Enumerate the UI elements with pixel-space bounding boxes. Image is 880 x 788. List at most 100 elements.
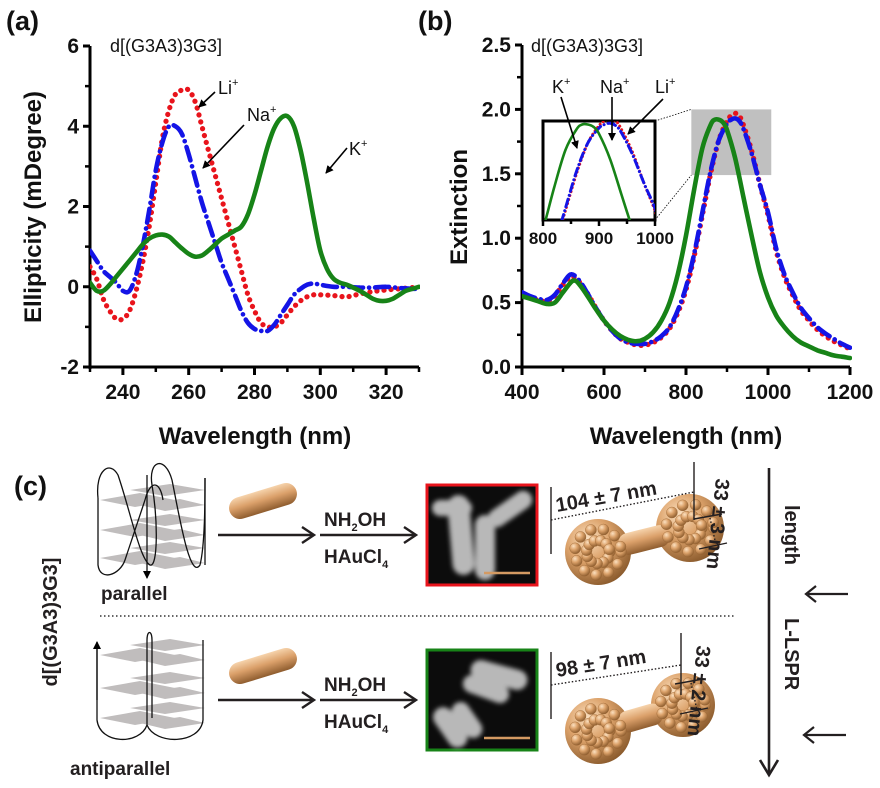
chart-a-annotation-li: Li+ [198,77,238,108]
tem-particles [433,660,528,748]
reagent-bottom: HAuCl4 [324,712,389,736]
dimension-line [698,542,728,550]
y-tick-label: 1.0 [482,227,511,250]
x-tick-label: 260 [171,381,206,404]
chart-a-ylabel: Ellipticity (mDegree) [20,91,47,323]
topology-label-parallel: parallel [101,584,168,605]
x-tick-label: 280 [237,381,272,404]
x-tick-label: 300 [303,381,338,404]
x-tick-label: 600 [586,381,621,404]
chart-b: (b) d[(G3A3)3G3] 0.0 0.5 1.0 1.5 2.0 2.5 400 60… [418,6,873,450]
y-tick-label: 0.5 [482,292,512,315]
left-arrow-icon [802,726,846,744]
sequence-label: d[(G3A3)3G3] [40,558,62,687]
gold-dimer-model [565,494,724,585]
dimension-line [693,513,723,520]
y-tick-label: 2 [67,196,79,219]
tem-particles [432,490,533,580]
chart-a-xlabel: Wavelength (nm) [159,423,351,450]
anno-k-arrow [325,147,348,174]
inset-series [544,121,655,220]
width-dimension [690,682,698,711]
anno-b-k-label: K+ [552,76,570,97]
chart-a-axes: -2 0 2 4 6 240 260 280 300 320 [60,35,421,404]
chart-a-title: d[(G3A3)3G3] [110,36,222,56]
arrowhead-icon [301,691,317,709]
gold-nanorod-seed [229,647,297,685]
reagent-top: NH2OH [324,510,386,534]
anno-na-arrow [202,124,245,169]
g-tetrad-stack [100,639,205,729]
inset-frame [541,119,657,222]
reagent-top: NH2OH [324,675,386,699]
length-value: 98 ± 7 nm [554,646,647,682]
anno-li-label: Li+ [218,77,238,98]
chart-b-annotation-li: Li+ [627,76,675,135]
x-tick-label: 240 [105,381,140,404]
strand-backbone [96,631,204,741]
y-tick-label: 2.0 [482,98,511,121]
width-dimension [709,517,717,546]
arrowhead-icon [403,526,419,544]
chart-a-series [90,86,420,334]
chart-b-axes: 0.0 0.5 1.0 1.5 2.0 2.5 400 600 800 1000 1200 [482,34,874,404]
panel-label-a: (a) [6,6,39,36]
y-tick-label: 6 [67,35,79,58]
g-quadruplex-antiparallel [93,631,205,741]
inset-axes: 800 900 1000 [529,220,674,248]
scheme-c: (c) d[(G3A3)3G3] parallel [14,462,848,780]
series-na-line [522,116,852,350]
y-tick-label: 2.5 [482,34,512,57]
x-tick-label: 400 [504,381,539,404]
zoom-connector [654,109,692,122]
series-k-line [90,113,420,304]
anno-b-na-label: Na+ [600,76,629,97]
zoom-connector [654,174,692,221]
chart-b-series [522,110,852,361]
x-tick-label: 1200 [827,381,874,404]
length-dimension [550,664,682,686]
inset-series-li-line [561,121,655,220]
dimension-line [679,707,709,715]
y-tick-label: 0.0 [482,356,511,379]
chart-a: (a) d[(G3A3)3G3] -2 0 2 4 6 240 260 280 300 320 W… [6,6,421,450]
anno-b-li-arrow [627,98,664,135]
chart-b-annotation-k: K+ [552,76,579,149]
arrowhead-icon [301,526,317,544]
chart-b-annotation-na: Na+ [600,76,629,141]
length-value: 104 ± 7 nm [554,478,658,517]
chart-a-annotation-na: Na+ [202,104,276,169]
reagent-bottom: HAuCl4 [324,547,389,571]
x-tick-label: 1000 [745,381,792,404]
y-tick-label: 4 [67,115,79,138]
x-tick-label: 800 [668,381,703,404]
g-quadruplex-parallel [97,462,206,579]
dimension-line [674,678,704,685]
trend-label-length: length [780,505,802,565]
chart-a-annotation-k: K+ [325,138,367,174]
inset-x-tick-label: 1000 [636,229,674,248]
gold-nanorod-seed [229,482,297,520]
panel-label-c: (c) [14,471,47,501]
strand-backbone [97,462,206,576]
y-tick-label: 0 [67,276,79,299]
trend-label-llspr: L-LSPR [780,618,802,691]
left-arrow-icon [804,585,848,603]
inset-x-tick-label: 800 [529,229,557,248]
inset-series-na-line [560,121,655,220]
chart-b-xlabel: Wavelength (nm) [590,423,782,450]
x-tick-label: 320 [369,381,404,404]
chart-b-title: d[(G3A3)3G3] [531,36,643,56]
y-tick-label: -2 [60,356,79,379]
trend-indicator: length L-LSPR [758,468,848,778]
width-value: 33 ± 3 nm [702,477,733,570]
series-na-line [90,122,420,334]
arrowhead-icon [403,691,419,709]
scheme-row-parallel: NH2OH HAuCl4 104 ± 7 nm 33 ± 3 nm [218,462,733,587]
anno-b-k-arrow [560,96,579,149]
topology-label-antiparallel: antiparallel [70,759,170,780]
anno-na-label: Na+ [247,104,276,125]
anno-k-label: K+ [349,138,367,159]
